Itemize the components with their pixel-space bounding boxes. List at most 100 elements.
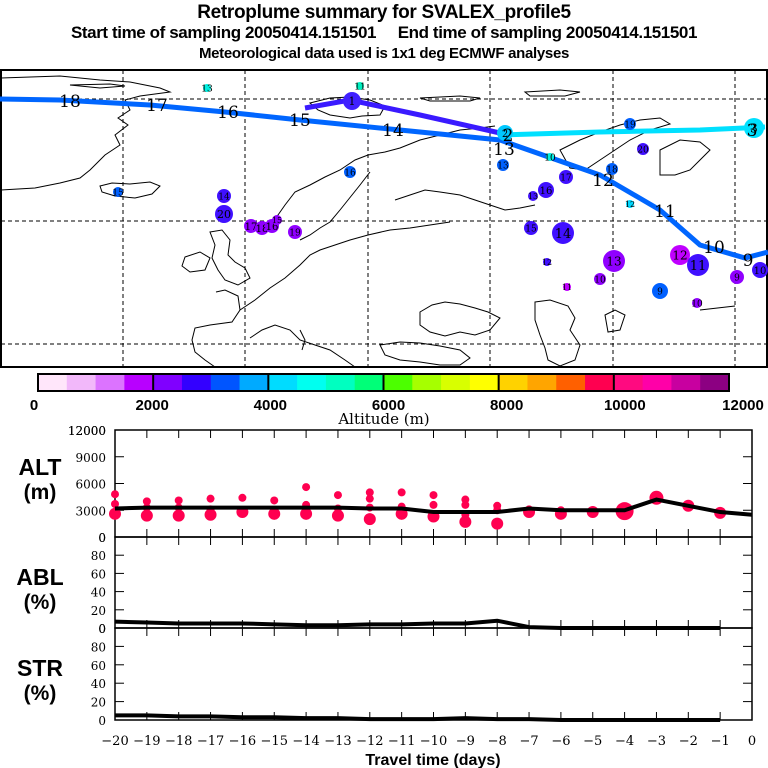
y-tick-label: 12000 [68, 424, 106, 438]
map-cluster-marker: 10 [691, 298, 703, 309]
cluster-circle [497, 125, 513, 141]
map-cluster-marker: 19 [288, 225, 302, 239]
panel-label: STR [17, 655, 63, 681]
x-tick-label: −13 [324, 734, 351, 749]
panel-unit: (%) [24, 591, 57, 614]
colorbar-swatch [613, 374, 644, 391]
cluster-point [300, 507, 313, 520]
x-tick-label: −10 [420, 734, 447, 749]
cluster-point [109, 507, 121, 520]
cluster-circle [538, 182, 554, 198]
map-cluster-marker: 17 [559, 170, 573, 184]
cluster-age-label: 17 [245, 222, 258, 233]
y-tick-label: 0 [98, 531, 106, 545]
cluster-circle [113, 187, 123, 197]
map-cluster-marker: 13 [497, 159, 509, 171]
cluster-circle [215, 205, 233, 223]
panel-str: 0 20 40 60 80 0 STR(%) [17, 622, 753, 728]
cluster-age-label: 9 [734, 273, 740, 283]
y-tick-label: 40 [91, 586, 106, 600]
map-cluster-marker: 2 [497, 125, 513, 141]
x-tick-label: −1 [711, 734, 730, 749]
cluster-circle [244, 219, 258, 233]
y-tick-label: 0 [98, 531, 106, 545]
cluster-point [111, 500, 119, 509]
cluster-circle [524, 221, 538, 235]
map-frame [0, 69, 768, 368]
colorbar-tick-labels: 0 2000 4000 6000 8000 10000 12000 [30, 397, 764, 414]
trajectory-day-label: 15 [289, 111, 311, 131]
trajectories [0, 96, 768, 261]
cluster-point [270, 496, 279, 505]
cluster-age-label: 15 [525, 224, 537, 234]
cluster-circle [652, 283, 668, 299]
cluster-circle [687, 254, 709, 276]
panel-unit: (%) [24, 682, 57, 705]
y-tick-label: 9000 [75, 451, 106, 465]
cluster-circle [563, 283, 571, 291]
trajectory-day-label: 16 [217, 103, 239, 123]
cluster-age-label: 12 [542, 258, 552, 267]
map-cluster-marker: 12 [625, 200, 635, 209]
trajectory-day-label: 14 [382, 121, 404, 141]
cluster-point [142, 497, 151, 506]
y-tick-label: 80 [91, 549, 106, 563]
map-cluster-marker: 13 [528, 191, 538, 201]
cluster-point [365, 488, 374, 497]
cluster-age-label: 3 [750, 122, 758, 136]
map-cluster-marker: 17 [244, 219, 258, 233]
map-cluster-marker: 16 [344, 166, 356, 178]
panel-frame [114, 536, 753, 629]
cluster-point [395, 507, 408, 520]
series-line [114, 618, 721, 630]
cluster-point [363, 513, 376, 526]
map-cluster-marker: 18 [606, 163, 618, 175]
y-tick-label: 60 [91, 567, 106, 581]
cluster-circle [356, 82, 364, 90]
map-cluster-marker: 10 [594, 273, 606, 285]
panel-label: ABL [16, 564, 63, 590]
cluster-age-label: 18 [606, 165, 618, 175]
colorbar-tick-label: 12000 [722, 397, 764, 414]
map-cluster-marker: 13 [603, 250, 625, 272]
map-markers: 13 11115161420171816151921310171613181920… [112, 82, 768, 309]
trajectory-day-label: 12 [592, 171, 614, 191]
cluster-circle [606, 163, 618, 175]
cluster-age-label: 12 [625, 200, 635, 209]
y-tick-label: 0 [98, 622, 106, 636]
cluster-age-label: 18 [256, 224, 269, 235]
map-cluster-marker: 15 [524, 221, 538, 235]
cluster-age-label: 11 [354, 82, 365, 92]
altitude-colorbar [37, 373, 730, 392]
map-cluster-marker: 9 [730, 270, 744, 284]
cluster-age-label: 13 [528, 192, 538, 201]
cluster-point [429, 491, 438, 500]
cluster-point [333, 491, 342, 500]
colorbar-tick-label: 8000 [490, 397, 523, 414]
cluster-age-label: 19 [289, 228, 301, 238]
cluster-point [268, 507, 281, 520]
colorbar-swatch [38, 374, 68, 391]
colorbar-swatch [441, 374, 471, 391]
cluster-point [140, 509, 153, 522]
cluster-age-label: 13 [606, 255, 621, 269]
y-tick-label: 0 [98, 622, 106, 636]
colorbar-tick-label: 6000 [372, 397, 405, 414]
panel-unit: (m) [24, 481, 57, 504]
map-cluster-marker: 1 [343, 92, 361, 110]
cluster-circle [603, 250, 625, 272]
trajectory-main [0, 96, 768, 261]
cluster-point [174, 496, 183, 505]
panel-label: ALT [18, 454, 61, 480]
y-tick-label: 12000 [68, 424, 106, 438]
trajectory-cyan [499, 124, 766, 138]
colorbar-tick-label: 2000 [135, 397, 168, 414]
x-tick-label: −4 [615, 734, 634, 749]
trajectory-day-label: 9 [743, 251, 754, 271]
cluster-age-label: 13 [201, 84, 213, 94]
colorbar-swatch [181, 374, 212, 391]
cluster-circle [343, 92, 361, 110]
map-cluster-marker: 3 [744, 118, 764, 138]
colorbar-swatch [124, 374, 154, 391]
